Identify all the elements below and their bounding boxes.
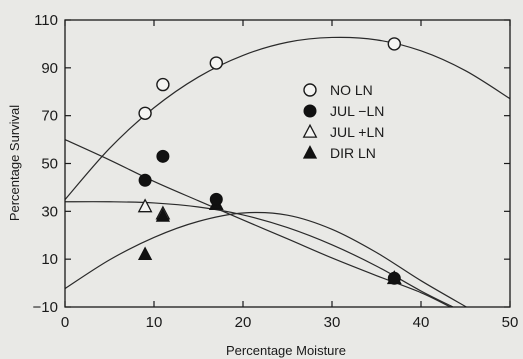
y-tick-label: 30: [41, 203, 58, 220]
data-point-filled-triangle: [155, 208, 171, 222]
legend-marker-open-circle: [303, 83, 317, 97]
data-point-open-circle: [138, 106, 152, 120]
x-axis-label: Percentage Moisture: [226, 343, 346, 358]
legend-label: JUL −LN: [330, 103, 384, 119]
data-point-open-triangle: [137, 198, 153, 213]
curve-filled-triangle: [65, 211, 467, 307]
y-tick-label: 50: [41, 156, 58, 173]
data-point-filled-triangle: [137, 246, 153, 261]
y-axis-label: Percentage Survival: [7, 105, 22, 221]
data-point-filled-circle: [209, 192, 223, 206]
y-tick-label: 110: [34, 12, 58, 29]
curve-filled-circle: [65, 139, 451, 307]
y-tick-label: −10: [33, 299, 58, 316]
y-tick-label: 90: [41, 60, 58, 77]
legend: NO LN JUL −LN JUL +LN DIR LN: [302, 82, 384, 161]
fitted-curves: [65, 36, 510, 307]
data-point-filled-circle: [138, 173, 152, 187]
legend-marker-filled-triangle: [302, 145, 318, 159]
data-point-open-circle: [387, 37, 401, 51]
legend-marker-filled-circle: [303, 104, 317, 118]
data-points: [137, 37, 402, 285]
data-point-filled-circle: [387, 271, 401, 285]
x-tick-label: 50: [502, 314, 519, 331]
curve-open-circle: [65, 36, 510, 201]
legend-label: NO LN: [330, 82, 373, 98]
data-point-filled-circle: [156, 149, 170, 163]
legend-label: DIR LN: [330, 145, 376, 161]
y-tick-label: 70: [41, 108, 58, 125]
axis-ticks: 0 10 20 30 40 50 −10 10 30 50 70 90 110: [33, 12, 519, 331]
x-tick-label: 20: [235, 314, 252, 331]
x-tick-label: 30: [324, 314, 341, 331]
x-tick-label: 10: [146, 314, 163, 331]
data-point-open-circle: [209, 56, 224, 70]
x-tick-label: 40: [413, 314, 430, 331]
data-point-open-circle: [156, 77, 170, 92]
y-tick-label: 10: [41, 251, 58, 268]
x-tick-label: 0: [61, 314, 69, 331]
legend-label: JUL +LN: [330, 124, 384, 140]
legend-marker-open-triangle: [302, 123, 318, 138]
plot-frame: [64, 19, 511, 308]
curve-open-triangle: [65, 201, 454, 307]
